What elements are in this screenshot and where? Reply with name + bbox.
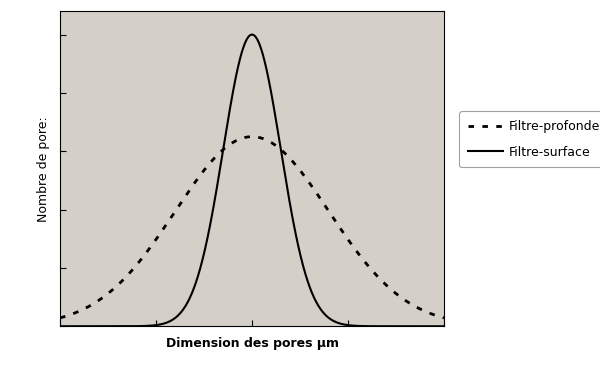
Y-axis label: Nombre de pore:: Nombre de pore:	[37, 116, 50, 222]
Filtre-surface	[430, 324, 437, 328]
X-axis label: Dimension des pores µm: Dimension des pores µm	[166, 337, 338, 350]
Line: Filtre-surface: Filtre-surface	[60, 34, 444, 326]
Filtre-surface	[233, 72, 240, 76]
Filtre-surface	[359, 324, 366, 328]
Filtre-profondeur	[359, 257, 366, 261]
Filtre-profondeur	[56, 316, 64, 320]
Line: Filtre-profondeur: Filtre-profondeur	[60, 136, 444, 318]
Filtre-profondeur	[440, 316, 448, 320]
Filtre-surface	[440, 324, 448, 328]
Filtre-profondeur	[429, 312, 436, 316]
Filtre-surface	[243, 37, 250, 42]
Legend: Filtre-profondeur, Filtre-surface: Filtre-profondeur, Filtre-surface	[459, 111, 600, 167]
Filtre-profondeur	[430, 312, 437, 317]
Filtre-surface	[76, 324, 83, 328]
Filtre-profondeur	[233, 138, 240, 143]
Filtre-surface	[429, 324, 436, 328]
Filtre-surface	[248, 32, 256, 37]
Filtre-profondeur	[248, 134, 256, 139]
Filtre-profondeur	[76, 309, 83, 313]
Filtre-profondeur	[243, 135, 250, 140]
Filtre-surface	[56, 324, 64, 328]
